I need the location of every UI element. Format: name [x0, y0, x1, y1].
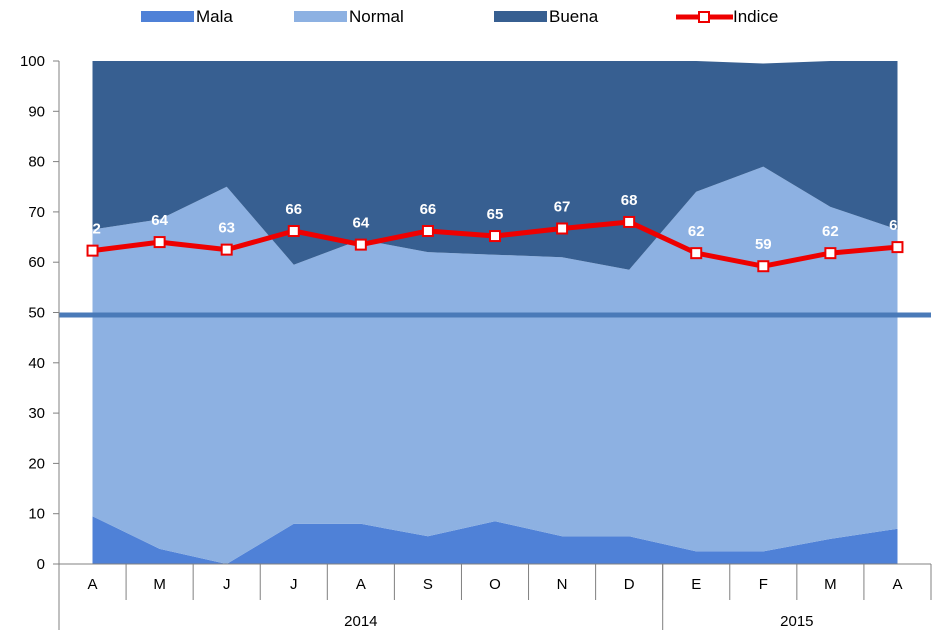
- indice-data-label: 62: [688, 223, 705, 240]
- y-tick-label: 90: [28, 103, 45, 120]
- indice-data-label: 62: [822, 223, 839, 240]
- x-tick-label: J: [223, 576, 231, 593]
- indice-data-label: 63: [889, 217, 906, 234]
- indice-data-label: 65: [487, 206, 504, 223]
- legend-item-indice: Indice: [676, 7, 778, 26]
- y-tick-label: 70: [28, 204, 45, 221]
- indice-data-label: 59: [755, 236, 772, 253]
- indice-point: [86, 244, 99, 257]
- indice-point: [824, 247, 837, 260]
- indice-data-label: 67: [554, 198, 571, 215]
- x-tick-label: O: [489, 576, 501, 593]
- data-labels: 62 64 63 66 64 66 65 67 68 62 59 62 63: [84, 192, 906, 253]
- x-tick-label: D: [624, 576, 635, 593]
- plot-area: [59, 61, 931, 564]
- y-tick-label: 60: [28, 254, 45, 271]
- indice-point: [556, 222, 569, 235]
- legend-label: Indice: [733, 7, 778, 26]
- legend: Mala Normal Buena Indice: [141, 7, 778, 26]
- x-tick-label: M: [153, 576, 166, 593]
- indice-point: [690, 247, 703, 260]
- legend-swatch: [494, 11, 547, 22]
- indice-data-label: 62: [84, 221, 101, 238]
- indice-data-label: 64: [353, 215, 370, 232]
- indice-data-label: 63: [218, 220, 235, 237]
- indice-data-label: 66: [285, 201, 302, 218]
- y-tick-label: 100: [20, 53, 45, 70]
- x-tick-label: E: [691, 576, 701, 593]
- indice-point: [220, 243, 233, 256]
- indice-point: [489, 230, 501, 243]
- x-tick-label: A: [88, 576, 98, 593]
- indice-point: [623, 215, 636, 228]
- x-tick-label: A: [892, 576, 902, 593]
- indice-point: [153, 236, 166, 249]
- x-tick-label: A: [356, 576, 366, 593]
- area-mala: [92, 516, 898, 564]
- y-tick-label: 80: [28, 154, 45, 171]
- legend-item-mala: Mala: [141, 7, 233, 26]
- legend-marker: [698, 11, 710, 23]
- indice-point: [354, 238, 367, 251]
- x-tick-label: S: [423, 576, 433, 593]
- indice-data-label: 68: [621, 192, 638, 209]
- legend-item-normal: Normal: [294, 7, 404, 26]
- x-group-label: 2014: [344, 613, 377, 630]
- legend-swatch: [141, 11, 194, 22]
- indice-point: [891, 241, 904, 254]
- y-tick-label: 10: [28, 506, 45, 523]
- axes: 0 10 20 30 40 50 60 70 80 90 100 A M J J A S O N D E F M A 2014 2…: [20, 53, 932, 630]
- legend-item-buena: Buena: [494, 7, 599, 26]
- y-tick-label: 0: [37, 556, 45, 573]
- indice-point: [757, 260, 770, 273]
- y-tick-label: 50: [28, 305, 45, 322]
- area-buena: [92, 61, 898, 270]
- indice-data-label: 64: [151, 212, 168, 229]
- x-tick-label: F: [759, 576, 768, 593]
- indice-data-label: 66: [420, 201, 437, 218]
- indice-point: [421, 225, 434, 238]
- area-normal: [92, 166, 898, 564]
- legend-label: Mala: [196, 7, 233, 26]
- x-tick-label: N: [557, 576, 568, 593]
- legend-swatch: [294, 11, 347, 22]
- indice-point: [287, 225, 300, 238]
- y-tick-label: 30: [28, 405, 45, 422]
- legend-label: Buena: [549, 7, 599, 26]
- legend-label: Normal: [349, 7, 404, 26]
- y-tick-label: 40: [28, 355, 45, 372]
- x-tick-label: M: [824, 576, 837, 593]
- y-tick-label: 20: [28, 455, 45, 472]
- x-group-label: 2015: [780, 613, 813, 630]
- x-tick-label: J: [290, 576, 298, 593]
